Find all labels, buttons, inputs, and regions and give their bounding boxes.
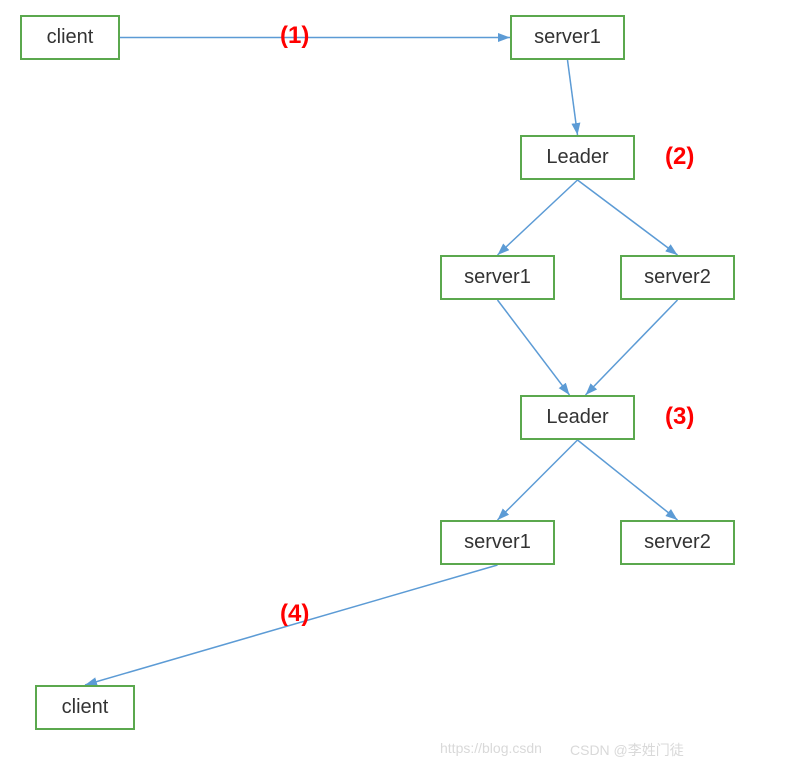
node-leader-mid: Leader (520, 135, 635, 180)
edge (498, 300, 570, 395)
node-label: server2 (644, 266, 711, 289)
node-label: client (47, 26, 94, 49)
node-server1-low: server1 (440, 520, 555, 565)
node-label: client (62, 696, 109, 719)
edge (568, 60, 578, 135)
annotation-1: (1) (280, 22, 309, 50)
edge (578, 180, 678, 255)
edge (578, 440, 678, 520)
node-label: Leader (546, 406, 608, 429)
watermark-author: CSDN @李姓门徒 (570, 740, 684, 760)
node-server1-top: server1 (510, 15, 625, 60)
node-client-top: client (20, 15, 120, 60)
annotation-2: (2) (665, 143, 694, 171)
edge (586, 300, 678, 395)
edge (498, 440, 578, 520)
node-label: server2 (644, 531, 711, 554)
annotation-3: (3) (665, 403, 694, 431)
node-server2-low: server2 (620, 520, 735, 565)
node-leader-low: Leader (520, 395, 635, 440)
edges-layer (0, 0, 804, 769)
node-label: server1 (534, 26, 601, 49)
watermark-url: https://blog.csdn (440, 740, 542, 756)
node-label: server1 (464, 266, 531, 289)
edge (498, 180, 578, 255)
annotation-4: (4) (280, 600, 309, 628)
node-server2-mid: server2 (620, 255, 735, 300)
node-server1-mid: server1 (440, 255, 555, 300)
node-client-bot: client (35, 685, 135, 730)
node-label: Leader (546, 146, 608, 169)
node-label: server1 (464, 531, 531, 554)
